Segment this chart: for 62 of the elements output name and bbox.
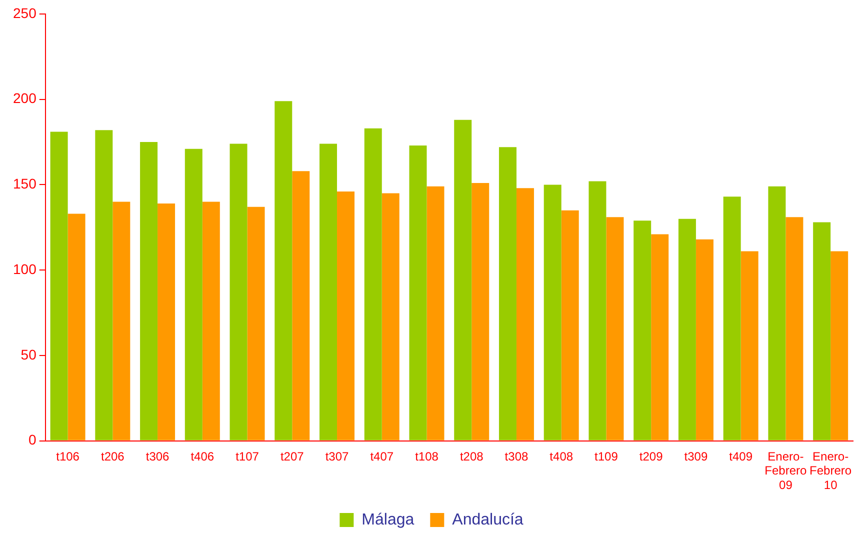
x-tick-label: t109 xyxy=(594,449,618,464)
x-tick-label: t206 xyxy=(100,449,125,464)
y-tick-label: 150 xyxy=(13,176,37,192)
bar xyxy=(723,196,741,440)
x-tick-label: t207 xyxy=(280,449,304,464)
bar xyxy=(68,214,86,440)
x-tick-label: t407 xyxy=(370,449,394,464)
y-tick-label: 0 xyxy=(28,432,37,448)
bar xyxy=(409,145,427,440)
x-tick-label: t306 xyxy=(146,449,170,464)
x-tick-label: t208 xyxy=(460,449,484,464)
x-tick-label: t409 xyxy=(729,449,753,464)
y-tick-label: 250 xyxy=(13,4,37,21)
bar xyxy=(320,144,338,440)
bar xyxy=(247,206,265,440)
bar xyxy=(830,251,848,440)
bar xyxy=(158,204,176,440)
x-tick-label: t107 xyxy=(236,449,260,464)
bar xyxy=(50,132,68,440)
bar xyxy=(651,234,669,440)
legend-label: Andalucía xyxy=(452,511,524,528)
bar xyxy=(786,217,804,440)
bar xyxy=(678,218,696,440)
bar xyxy=(95,130,113,440)
y-tick-label: 50 xyxy=(20,346,37,362)
bar xyxy=(230,144,248,440)
bar xyxy=(274,101,292,440)
bar xyxy=(696,239,714,440)
bar xyxy=(606,217,624,440)
legend-label: Málaga xyxy=(362,511,414,528)
x-tick-label: t307 xyxy=(325,449,350,464)
bar xyxy=(337,192,355,440)
bar xyxy=(516,188,534,440)
bar xyxy=(813,222,831,440)
x-tick-label: t108 xyxy=(415,449,439,464)
x-tick-label: t308 xyxy=(504,449,528,464)
bar xyxy=(426,186,444,440)
bar xyxy=(544,184,562,440)
bar xyxy=(498,147,516,440)
x-tick-label: t209 xyxy=(639,449,664,464)
bar xyxy=(634,220,652,440)
bar xyxy=(292,171,310,440)
bar xyxy=(472,183,490,440)
x-tick-label: t408 xyxy=(550,449,574,464)
bar xyxy=(740,251,758,440)
bar xyxy=(561,210,579,440)
x-tick-label: Enero-Febrero 10 xyxy=(810,449,852,492)
x-tick-label: Enero-Febrero 09 xyxy=(764,449,808,492)
x-tick-label: t106 xyxy=(56,449,80,464)
bar xyxy=(184,148,202,440)
bar xyxy=(364,128,382,440)
bar xyxy=(112,202,130,440)
y-tick-label: 100 xyxy=(13,260,37,277)
bar xyxy=(140,142,158,440)
x-tick-label: t309 xyxy=(684,449,708,464)
bar xyxy=(454,120,472,440)
bar xyxy=(768,186,786,440)
bar xyxy=(202,202,220,440)
bar xyxy=(588,181,606,440)
bar xyxy=(382,193,400,440)
y-tick-label: 200 xyxy=(13,90,37,106)
x-tick-label: t406 xyxy=(190,449,214,464)
